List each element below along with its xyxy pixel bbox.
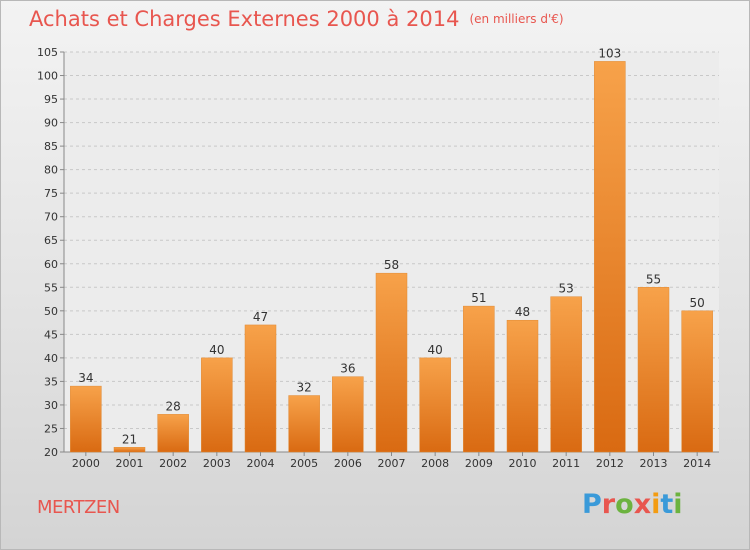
y-tick-label: 65: [44, 234, 58, 247]
bar-value-label: 21: [122, 432, 137, 446]
bar: [70, 385, 102, 453]
x-tick-label: 2008: [421, 457, 449, 470]
chart-unit: (en milliers d'€): [469, 12, 564, 26]
bar-value-label: 103: [598, 46, 621, 60]
bar-value-label: 34: [78, 371, 93, 385]
bar-value-label: 51: [471, 291, 486, 305]
x-tick-label: 2012: [596, 457, 624, 470]
proxiti-logo: Proxiti: [582, 489, 683, 520]
x-tick-label: 2002: [159, 457, 187, 470]
logo-letter: x: [633, 489, 652, 520]
x-tick-label: 2006: [334, 457, 362, 470]
y-tick-label: 35: [44, 375, 58, 388]
x-tick-label: 2010: [509, 457, 537, 470]
bar: [157, 414, 189, 453]
bar: [550, 296, 582, 453]
bar: [113, 447, 146, 453]
y-tick-label: 45: [44, 328, 58, 341]
y-tick-label: 30: [44, 399, 58, 412]
y-tick-label: 95: [44, 93, 58, 106]
y-tick-label: 50: [44, 305, 58, 318]
y-tick-label: 105: [37, 46, 58, 59]
logo-letter: r: [601, 489, 616, 520]
y-tick-label: 85: [44, 140, 58, 153]
bar-value-label: 40: [209, 343, 224, 357]
y-tick-label: 80: [44, 164, 58, 177]
bar: [506, 319, 539, 453]
x-tick-label: 2007: [378, 457, 406, 470]
y-tick-label: 55: [44, 281, 58, 294]
y-tick-label: 75: [44, 187, 58, 200]
bar-value-label: 32: [297, 381, 312, 395]
x-tick-label: 2014: [683, 457, 711, 470]
x-tick-label: 2005: [290, 457, 318, 470]
bar-value-label: 40: [428, 343, 443, 357]
bar: [594, 61, 626, 453]
x-tick-label: 2013: [640, 457, 668, 470]
chart-title-text: Achats et Charges Externes 2000 à 2014: [29, 7, 460, 31]
y-tick-label: 40: [44, 352, 58, 365]
bar-value-label: 58: [384, 258, 399, 272]
bar: [681, 310, 713, 453]
bar-value-label: 50: [690, 296, 705, 310]
bar-value-label: 47: [253, 310, 268, 324]
logo-letter: P: [582, 489, 602, 520]
x-tick-label: 2000: [72, 457, 100, 470]
bar: [463, 305, 495, 453]
x-tick-label: 2001: [116, 457, 144, 470]
x-tick-label: 2009: [465, 457, 493, 470]
bar: [244, 324, 277, 453]
bar: [375, 272, 408, 453]
bar-value-label: 36: [340, 362, 355, 376]
y-tick-label: 100: [37, 70, 58, 83]
x-tick-label: 2003: [203, 457, 231, 470]
bar: [332, 376, 364, 453]
y-tick-label: 25: [44, 422, 58, 435]
logo-letter: o: [615, 489, 634, 520]
bar: [419, 357, 451, 453]
y-tick-label: 70: [44, 211, 58, 224]
logo-letter: t: [660, 489, 674, 520]
x-tick-label: 2011: [552, 457, 580, 470]
bar-value-label: 48: [515, 305, 530, 319]
logo-letter: i: [651, 489, 661, 520]
bar-value-label: 55: [646, 272, 661, 286]
location-label: MERTZEN: [37, 497, 120, 518]
chart-title: Achats et Charges Externes 2000 à 2014 (e…: [29, 7, 564, 31]
logo-letter: i: [673, 489, 683, 520]
bar: [637, 287, 670, 453]
bar: [201, 357, 233, 453]
y-tick-label: 60: [44, 258, 58, 271]
bar: [288, 395, 320, 453]
x-tick-label: 2004: [247, 457, 275, 470]
y-tick-label: 90: [44, 117, 58, 130]
bar-value-label: 53: [559, 282, 574, 296]
y-tick-label: 20: [44, 446, 58, 459]
bar-value-label: 28: [166, 399, 181, 413]
